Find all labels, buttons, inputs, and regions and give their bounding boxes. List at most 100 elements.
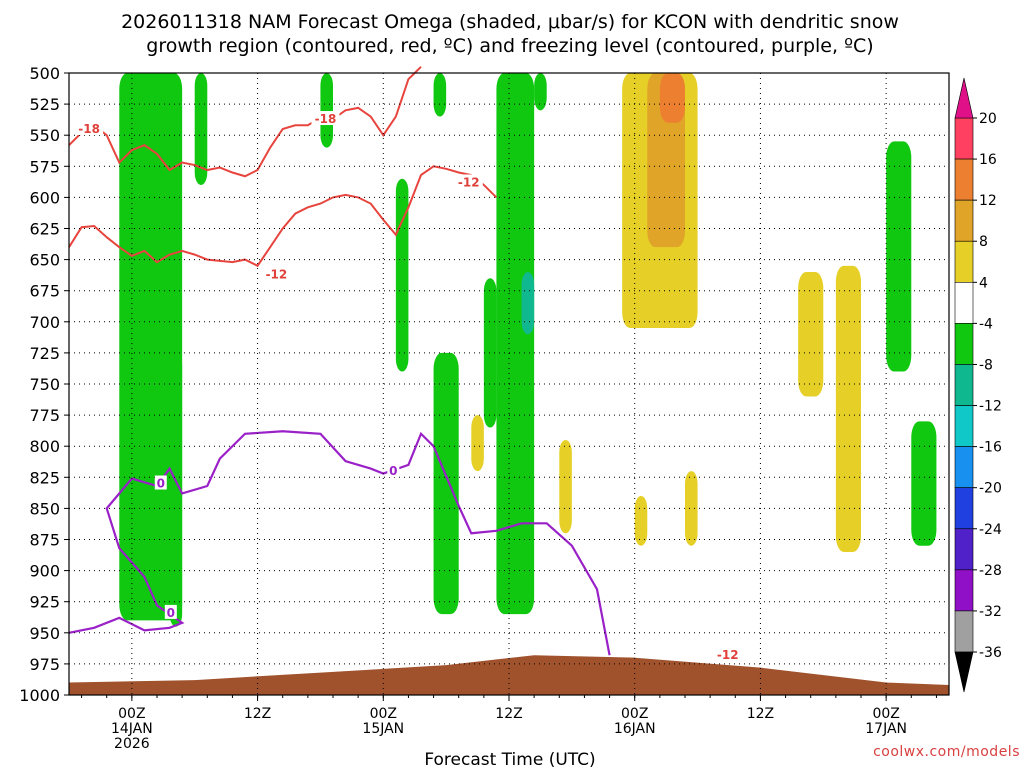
colorbar-bin (954, 446, 974, 488)
x-tick-label: 16JAN (614, 721, 656, 737)
x-tick-label: 00Z (370, 706, 397, 722)
contour-label-bg (311, 111, 340, 126)
omega-ascent-region (911, 421, 937, 546)
colorbar-bin (954, 240, 974, 283)
colorbar-bin (954, 323, 974, 365)
x-tick-label: 00Z (872, 706, 899, 722)
terrain-layer (69, 655, 949, 695)
y-tick-label: 550 (29, 126, 60, 145)
axes: 500 525 550 575 600 625 650 675 700 725 750 775 800 8… (19, 64, 950, 752)
contour-label: 0 (389, 464, 397, 478)
omega-ascent-region (521, 272, 535, 335)
y-tick-label: 600 (29, 188, 60, 207)
contour-label-bg (713, 647, 742, 662)
y-tick-label: 575 (29, 157, 60, 176)
x-axis-label: Forecast Time (UTC) (424, 750, 595, 768)
omega-descent-region (835, 265, 861, 552)
colorbar-tick-label: 4 (979, 275, 988, 291)
omega-ascent-region (886, 141, 912, 372)
x-tick-label: 00Z (118, 706, 145, 722)
contour-label: -12 (266, 268, 288, 282)
contour-label-bg (387, 463, 400, 478)
y-tick-label: 525 (29, 95, 60, 114)
colorbar-tick-label: -20 (979, 481, 1002, 497)
y-tick-label: 775 (29, 406, 60, 425)
x-tick-label: 12Z (244, 706, 271, 722)
colorbar-tick-label: 8 (979, 234, 988, 250)
colorbar-tick-label: -8 (979, 357, 993, 373)
colorbar-bin (954, 610, 974, 653)
omega-descent-region (685, 471, 698, 546)
contour-label-bg (262, 266, 291, 281)
contour-label-bg (75, 120, 104, 135)
omega-ascent-region (483, 278, 497, 428)
y-tick-label: 950 (29, 624, 60, 643)
y-tick-label: 800 (29, 437, 60, 456)
y-tick-label: 975 (29, 655, 60, 674)
colorbar-tick-label: 12 (979, 193, 997, 209)
x-tick-label: 15JAN (362, 721, 404, 737)
colorbar-tick-label: 20 (979, 111, 997, 127)
colorbar-bin (954, 569, 974, 612)
y-tick-label: 700 (29, 313, 60, 332)
colorbar-bin (954, 487, 974, 530)
y-tick-label: 900 (29, 562, 60, 581)
chart-title-line1: 2026011318 NAM Forecast Omega (shaded, μ… (121, 11, 899, 33)
contour-label-bg (164, 604, 177, 619)
colorbar-bin (954, 405, 974, 447)
x-tick-label: 00Z (621, 706, 648, 722)
colorbar-tick-label: -16 (979, 440, 1002, 456)
colorbar-bin (954, 282, 974, 324)
omega-ascent-region (534, 73, 547, 111)
colorbar-tick-label: -28 (979, 563, 1002, 579)
contour-label: 0 (157, 477, 165, 491)
y-tick-label: 650 (29, 251, 60, 270)
y-tick-label: 675 (29, 282, 60, 301)
colorbar-bin (954, 158, 974, 201)
colorbar-tick-label: 16 (979, 152, 997, 168)
contour-label: -18 (78, 122, 100, 136)
omega-descent-region (659, 73, 685, 123)
omega-ascent-region (496, 73, 535, 615)
colorbar-tick-label: -24 (979, 522, 1002, 538)
colorbar: 20 16 12 8 4 -4 -8 -12 -16 -20 -24 -28 -32 -36 (954, 77, 1002, 693)
omega-shading (119, 73, 937, 627)
x-tick-label: 17JAN (865, 721, 907, 737)
colorbar-tick-label: -36 (979, 645, 1002, 661)
colorbar-bin (954, 528, 974, 571)
omega-descent-region (634, 495, 648, 546)
colorbar-bottom-cap (954, 651, 974, 693)
plot-frame (68, 72, 950, 696)
contour-label-bg (154, 475, 167, 490)
colorbar-bin (954, 199, 974, 242)
x-tick-label: 12Z (747, 706, 774, 722)
omega-ascent-region (433, 352, 459, 615)
credit-text[interactable]: coolwx.com/models (873, 744, 1020, 760)
colorbar-top-cap (954, 77, 974, 119)
colorbar-bin (954, 364, 974, 406)
y-tick-label: 850 (29, 499, 60, 518)
colorbar-bin (954, 117, 974, 160)
omega-ascent-region (194, 73, 208, 185)
omega-ascent-region (395, 178, 409, 372)
y-tick-label: 625 (29, 220, 60, 239)
gridlines (69, 73, 949, 695)
colorbar-tick-label: -32 (979, 604, 1002, 620)
y-tick-label: 750 (29, 375, 60, 394)
colorbar-tick-label: -12 (979, 399, 1002, 415)
y-tick-label: 725 (29, 344, 60, 363)
omega-ascent-region (320, 73, 333, 148)
contour-label: 0 (167, 606, 175, 620)
contour-label-bg (454, 174, 483, 189)
contour-labels: -18 -18 -12 -12 -12 0 0 0 (75, 111, 742, 662)
contour-label: -18 (315, 112, 337, 126)
y-tick-label: 500 (29, 64, 60, 83)
contour-minus12-line (68, 165, 498, 268)
omega-ascent-region (433, 73, 447, 117)
y-tick-label: 1000 (19, 686, 60, 705)
x-tick-label: 2026 (114, 736, 150, 752)
x-tick-label: 12Z (495, 706, 522, 722)
y-tick-label: 825 (29, 468, 60, 487)
contour-label: -12 (458, 175, 480, 189)
